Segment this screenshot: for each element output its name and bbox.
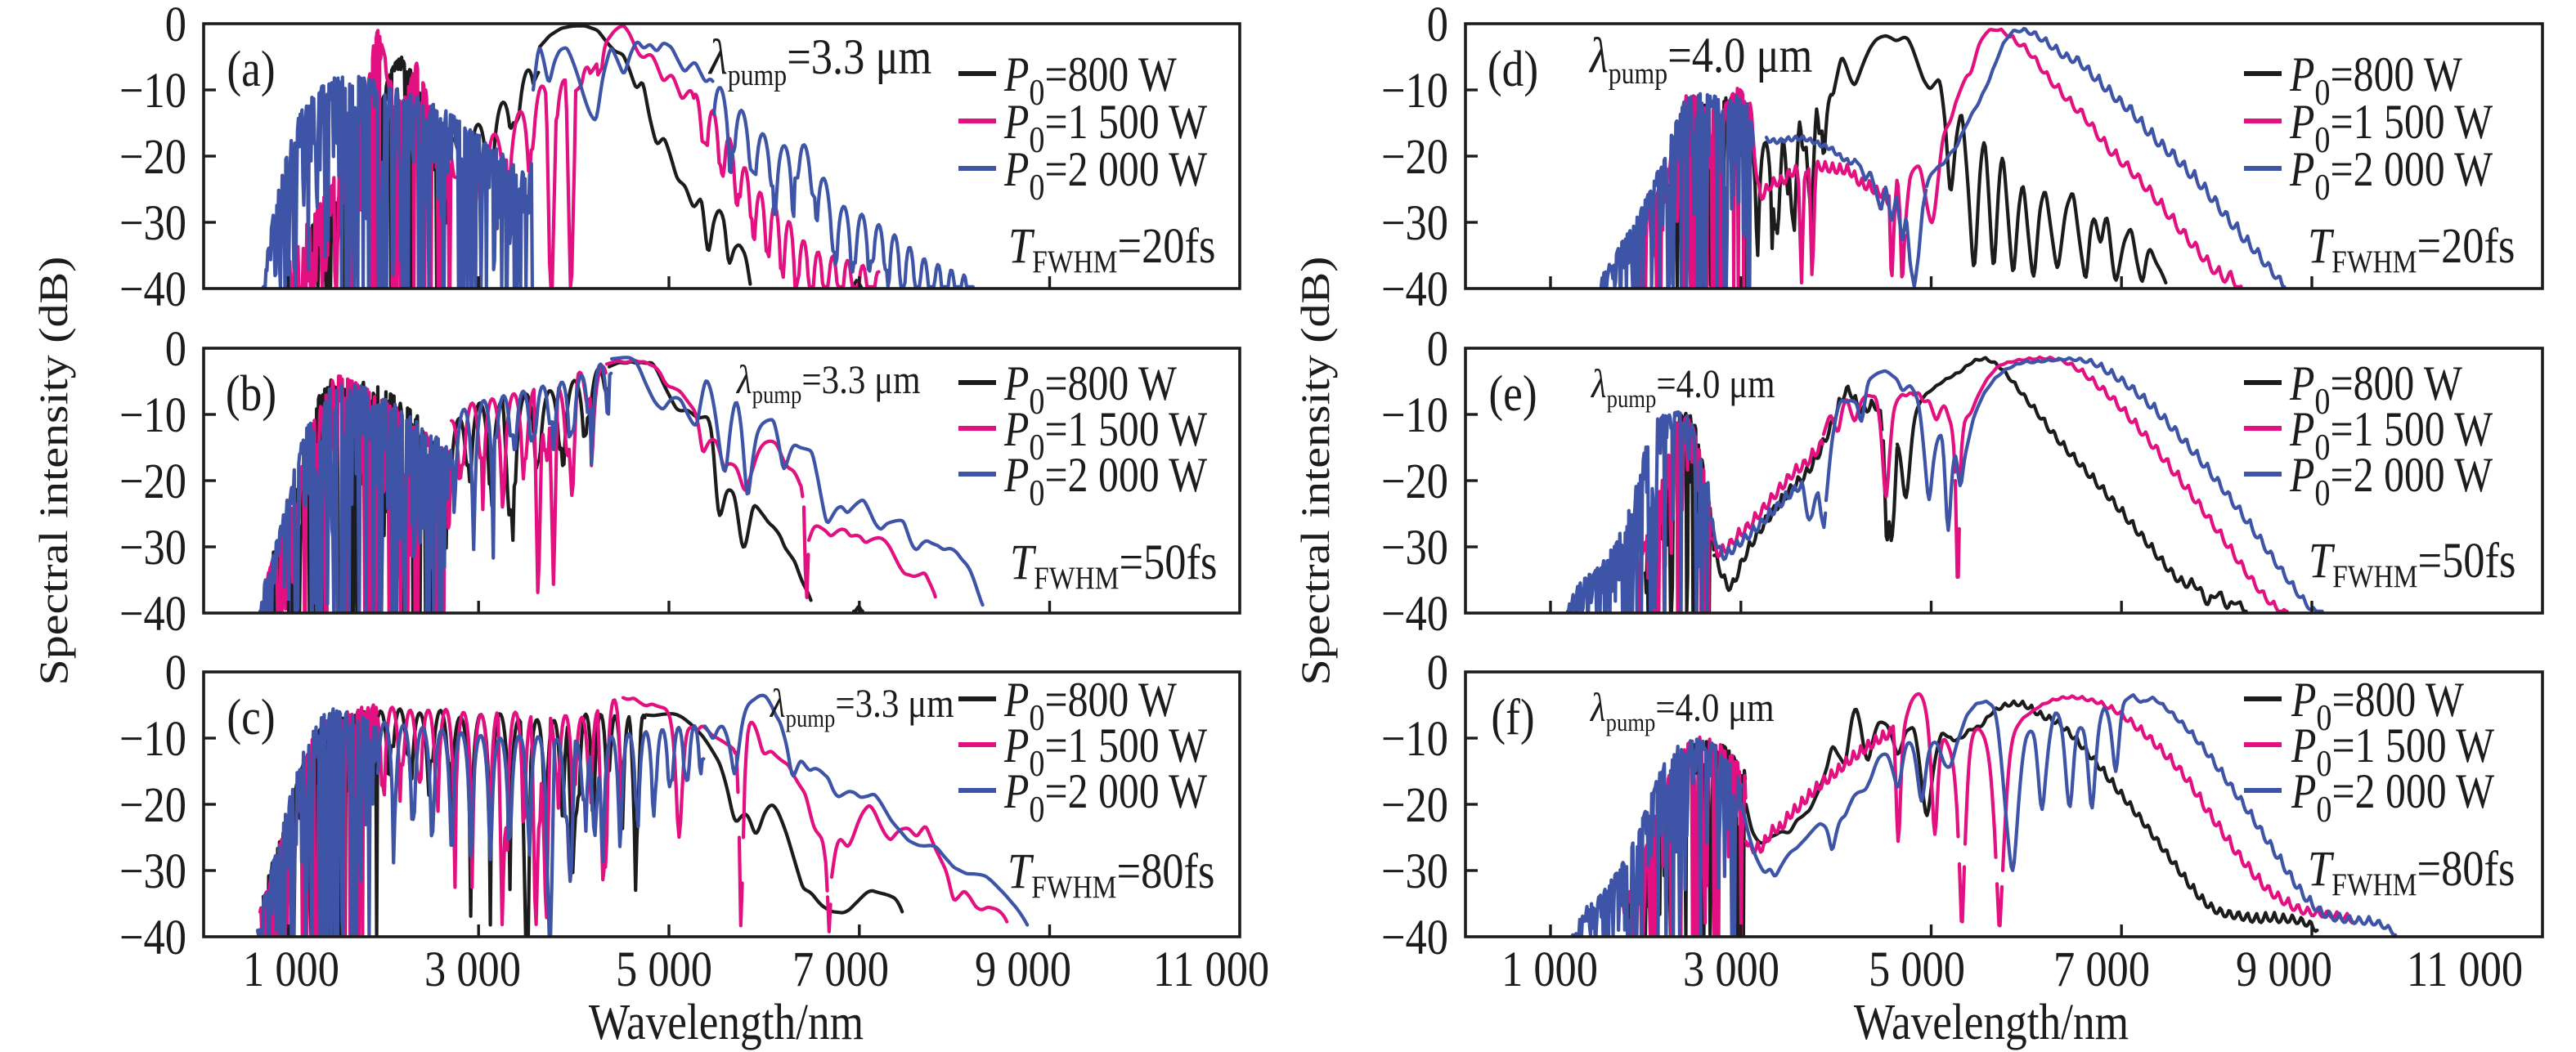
svg-text:(e): (e) (1488, 365, 1537, 422)
svg-text:(a): (a) (227, 40, 275, 97)
svg-text:0: 0 (1427, 321, 1448, 377)
svg-text:−30: −30 (1381, 520, 1448, 575)
svg-text:7 000: 7 000 (2053, 942, 2150, 997)
svg-text:P0=1 500 W: P0=1 500 W (2289, 95, 2493, 161)
svg-text:λpump=3.3 μm: λpump=3.3 μm (707, 29, 931, 92)
svg-text:Spectral intensity (dB): Spectral intensity (dB) (1293, 257, 1338, 686)
svg-text:−10: −10 (119, 63, 186, 119)
svg-text:TFWHM=50fs: TFWHM=50fs (2309, 533, 2515, 593)
svg-text:Wavelength/nm: Wavelength/nm (1854, 993, 2129, 1050)
svg-text:−10: −10 (119, 711, 186, 767)
svg-text:−40: −40 (119, 262, 186, 317)
svg-text:0: 0 (165, 0, 186, 52)
svg-text:Spectral intensity (dB): Spectral intensity (dB) (31, 257, 76, 686)
svg-text:−30: −30 (1381, 195, 1448, 251)
svg-text:P0=800 W: P0=800 W (1003, 673, 1177, 739)
svg-text:−30: −30 (119, 520, 186, 575)
svg-text:−40: −40 (119, 910, 186, 965)
svg-text:(f): (f) (1491, 688, 1534, 745)
svg-text:(b): (b) (226, 365, 276, 422)
svg-text:−10: −10 (1381, 63, 1448, 119)
svg-text:P0=800 W: P0=800 W (1003, 356, 1177, 423)
svg-text:(c): (c) (227, 688, 275, 745)
svg-text:−20: −20 (119, 777, 186, 833)
svg-text:9 000: 9 000 (975, 942, 1071, 997)
svg-text:3 000: 3 000 (1683, 942, 1779, 997)
svg-text:1 000: 1 000 (243, 942, 339, 997)
svg-text:−10: −10 (1381, 711, 1448, 767)
svg-text:P0=1 500 W: P0=1 500 W (2291, 718, 2494, 785)
svg-text:7 000: 7 000 (792, 942, 889, 997)
svg-text:P0=2 000 W: P0=2 000 W (1003, 448, 1207, 514)
svg-text:5 000: 5 000 (1869, 942, 1965, 997)
svg-text:P0=1 500 W: P0=1 500 W (1003, 95, 1207, 161)
svg-text:TFWHM=20fs: TFWHM=20fs (2308, 218, 2515, 279)
svg-text:−40: −40 (1381, 262, 1448, 317)
svg-text:−30: −30 (119, 195, 186, 251)
svg-text:−10: −10 (1381, 387, 1448, 443)
svg-text:λpump=4.0 μm: λpump=4.0 μm (1588, 28, 1812, 90)
svg-text:11 000: 11 000 (1153, 942, 1269, 997)
svg-text:−30: −30 (1381, 844, 1448, 899)
svg-text:0: 0 (1427, 645, 1448, 701)
svg-text:P0=2 000 W: P0=2 000 W (2289, 142, 2493, 208)
svg-text:−20: −20 (119, 454, 186, 509)
svg-text:TFWHM=80fs: TFWHM=80fs (1008, 844, 1214, 904)
svg-text:λpump=4.0 μm: λpump=4.0 μm (1590, 361, 1775, 413)
svg-text:P0=800 W: P0=800 W (2289, 47, 2462, 114)
svg-text:λpump=3.3 μm: λpump=3.3 μm (735, 357, 920, 409)
svg-text:0: 0 (165, 321, 186, 377)
svg-text:−30: −30 (119, 844, 186, 899)
svg-text:−40: −40 (1381, 586, 1448, 642)
svg-text:0: 0 (1427, 0, 1448, 52)
svg-text:−40: −40 (119, 586, 186, 642)
svg-text:−10: −10 (119, 387, 186, 443)
svg-text:0: 0 (165, 645, 186, 701)
svg-text:TFWHM=20fs: TFWHM=20fs (1008, 218, 1215, 279)
svg-text:P0=2 000 W: P0=2 000 W (1003, 764, 1207, 830)
svg-text:−20: −20 (119, 129, 186, 185)
svg-text:5 000: 5 000 (616, 942, 712, 997)
svg-text:−20: −20 (1381, 129, 1448, 185)
svg-text:P0=800 W: P0=800 W (2289, 356, 2462, 423)
svg-text:P0=2 000 W: P0=2 000 W (2289, 448, 2493, 514)
svg-text:P0=800 W: P0=800 W (1003, 47, 1177, 114)
svg-text:TFWHM=80fs: TFWHM=80fs (2308, 841, 2515, 902)
svg-text:1 000: 1 000 (1501, 942, 1598, 997)
svg-text:TFWHM=50fs: TFWHM=50fs (1010, 535, 1217, 595)
svg-text:−20: −20 (1381, 777, 1448, 833)
svg-text:Wavelength/nm: Wavelength/nm (589, 993, 864, 1050)
svg-text:λpump=3.3 μm: λpump=3.3 μm (769, 681, 954, 732)
svg-text:3 000: 3 000 (424, 942, 521, 997)
svg-text:9 000: 9 000 (2236, 942, 2332, 997)
svg-text:P0=800 W: P0=800 W (2291, 673, 2464, 739)
svg-text:P0=1 500 W: P0=1 500 W (1003, 718, 1207, 785)
svg-text:P0=1 500 W: P0=1 500 W (2289, 402, 2493, 468)
svg-text:λpump=4.0 μm: λpump=4.0 μm (1589, 685, 1774, 736)
svg-text:−40: −40 (1381, 910, 1448, 965)
svg-text:11 000: 11 000 (2407, 942, 2523, 997)
svg-text:P0=2 000 W: P0=2 000 W (1003, 142, 1207, 208)
svg-text:P0=1 500 W: P0=1 500 W (1003, 402, 1207, 468)
svg-text:(d): (d) (1488, 40, 1538, 97)
svg-text:−20: −20 (1381, 454, 1448, 509)
svg-text:P0=2 000 W: P0=2 000 W (2291, 764, 2494, 830)
